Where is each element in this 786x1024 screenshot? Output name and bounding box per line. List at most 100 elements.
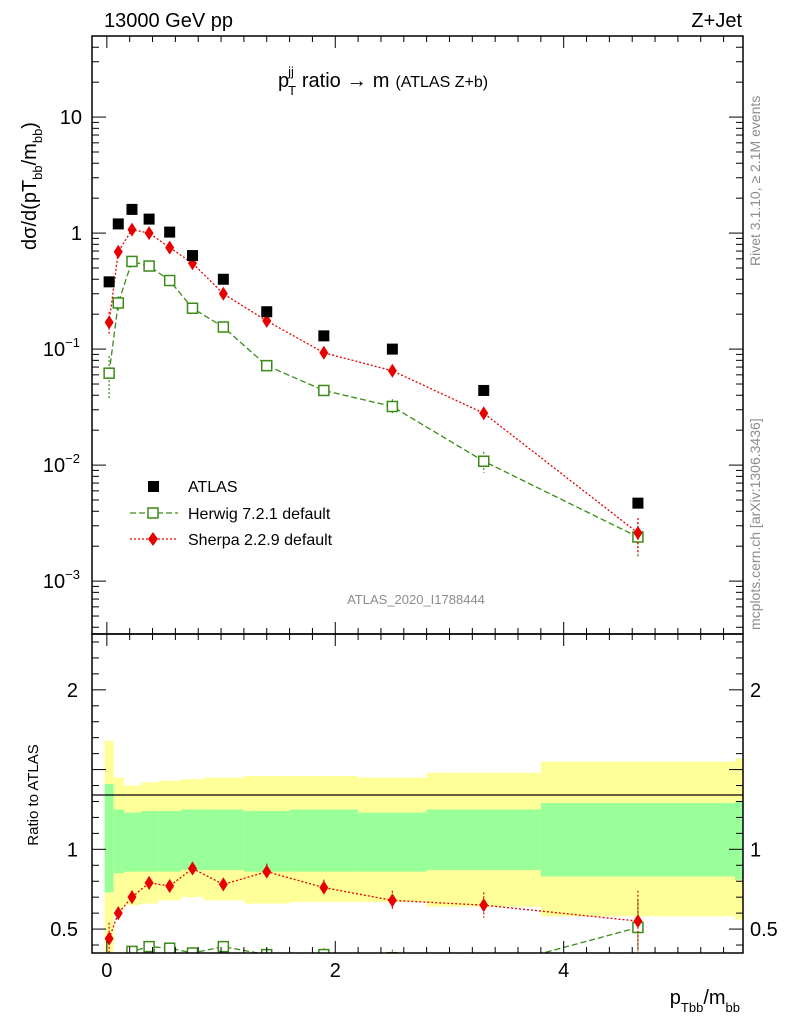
ratio-herwig-marker [143, 940, 155, 953]
ratio-band-green [158, 811, 182, 872]
main-y-tick-label: 10−2 [43, 451, 80, 477]
main-series-layer [103, 203, 644, 558]
main-atlas-marker [261, 306, 273, 318]
analysis-watermark: ATLAS_2020_I1788444 [347, 592, 485, 607]
main-sherpa-marker [262, 313, 272, 328]
main-sherpa-marker [127, 222, 137, 237]
legend-marker-herwig [147, 507, 159, 519]
main-atlas-marker [164, 226, 176, 238]
main-sherpa-marker [319, 345, 329, 360]
ratio-sherpa-marker [387, 893, 397, 908]
rivet-version-label: Rivet 3.1.10, ≥ 2.1M events [747, 96, 763, 266]
ratio-band-green [243, 811, 290, 872]
main-y-tick-label: 10 [60, 107, 82, 129]
mcplots-credit-label: mcplots.cern.ch [arXiv:1306.3436] [747, 418, 763, 630]
ratio-herwig-marker [186, 947, 199, 953]
main-atlas-marker [217, 273, 229, 285]
main-y-tick-label: 1 [71, 223, 82, 245]
ratio-sherpa-marker [188, 861, 198, 876]
ratio-sherpa-marker [319, 880, 329, 895]
header-energy-label: 13000 GeV pp [104, 10, 233, 32]
axis-tick-labels: 0 2 4 10−3 10−2 10−1 1 10 0.5 0.5 1 1 2 2 [43, 107, 778, 982]
ratio-herwig-marker [479, 964, 489, 974]
ratio-sherpa-marker [262, 864, 272, 879]
main-atlas-marker [187, 250, 199, 262]
legend-label-sherpa: Sherpa 2.2.9 default [188, 532, 333, 549]
ratio-y-tick-label-right: 2 [750, 680, 761, 702]
ratio-sherpa-marker [479, 898, 489, 913]
title-m: m [373, 70, 390, 92]
ratio-y-tick-label-left: 0.5 [50, 919, 78, 941]
plot-title: pTjj ratio → m (ATLAS Z+b) [278, 64, 488, 98]
ratio-uncertainty-bands [104, 740, 743, 953]
main-sherpa-marker [633, 525, 643, 540]
title-arrow: → [347, 70, 367, 92]
ratio-sherpa-marker [144, 875, 154, 890]
ratio-herwig-marker [126, 945, 138, 953]
main-atlas-marker [126, 203, 138, 215]
ratio-band-green [289, 809, 359, 872]
ratio-band-green [113, 809, 124, 874]
main-atlas-marker [478, 384, 490, 396]
ratio-herwig-marker [386, 952, 399, 953]
ratio-y-tick-label-left: 1 [67, 839, 78, 861]
ratio-y-tick-label-right: 1 [750, 839, 761, 861]
main-sherpa-marker [113, 244, 123, 259]
main-y-axis-label: dσ/d(pTbb/mbb) [19, 122, 45, 250]
ratio-series-layer [104, 861, 644, 980]
ratio-sherpa-marker [218, 877, 228, 892]
x-tick-label: 0 [101, 960, 112, 982]
ratio-band-green [104, 783, 114, 893]
legend-marker-atlas [148, 481, 159, 492]
main-herwig-marker [163, 274, 176, 287]
ratio-herwig-marker [163, 942, 176, 953]
main-sherpa-marker [218, 286, 228, 301]
title-ratio: ratio [302, 70, 341, 92]
main-herwig-line [108, 260, 639, 538]
ratio-band-green [123, 812, 142, 872]
header-process-label: Z+Jet [691, 10, 742, 32]
main-atlas-marker [632, 497, 644, 509]
title-p: p [278, 70, 289, 92]
ratio-sherpa-marker [113, 906, 123, 921]
main-herwig-marker [126, 255, 138, 268]
ratio-band-green [426, 809, 541, 871]
x-axis-label: pTbb/mbb [670, 987, 740, 1015]
ratio-sherpa-marker [127, 890, 137, 905]
legend: ATLAS Herwig 7.2.1 default Sherpa 2.2.9 … [130, 479, 333, 549]
ratio-y-tick-label-right: 0.5 [750, 919, 778, 941]
main-y-tick-label: 10−3 [43, 567, 80, 593]
ratio-herwig-marker [318, 948, 330, 953]
ratio-herwig-marker [113, 970, 123, 980]
title-tag: (ATLAS Z+b) [395, 74, 488, 91]
axis-ticks [92, 35, 743, 953]
main-atlas-marker [112, 218, 124, 230]
main-atlas-marker [143, 213, 155, 225]
ratio-band-green [203, 809, 244, 871]
main-sherpa-marker [479, 406, 489, 421]
main-herwig-marker [318, 384, 330, 397]
main-sherpa-marker [387, 363, 397, 378]
ratio-y-tick-label-left: 2 [67, 680, 78, 702]
legend-label-herwig: Herwig 7.2.1 default [188, 506, 331, 523]
ratio-plot-frame [91, 633, 744, 954]
main-atlas-marker [103, 276, 115, 288]
main-atlas-marker [318, 330, 330, 342]
main-herwig-marker [143, 260, 155, 272]
x-tick-label: 2 [330, 960, 341, 982]
main-sherpa-marker [144, 226, 154, 241]
main-sherpa-marker [165, 240, 175, 255]
main-herwig-marker [386, 400, 399, 413]
ratio-band-green [540, 803, 736, 877]
ratio-sherpa-marker [165, 879, 175, 894]
ratio-sherpa-marker [633, 914, 643, 929]
main-atlas-marker [386, 343, 398, 355]
title-sup: jj [287, 64, 294, 79]
x-tick-label: 4 [558, 960, 569, 982]
main-herwig-marker [477, 455, 490, 467]
main-herwig-marker [112, 297, 125, 309]
ratio-band-green [141, 811, 159, 872]
ratio-band-green [181, 809, 204, 871]
legend-label-atlas: ATLAS [188, 479, 238, 496]
